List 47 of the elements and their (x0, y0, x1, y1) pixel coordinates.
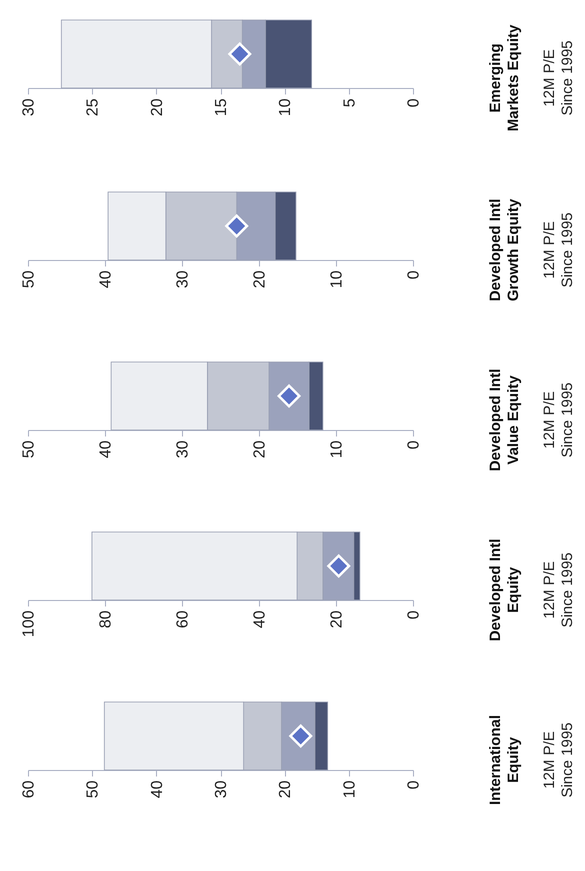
x-tick-label: 40 (98, 440, 114, 458)
x-tick-label: 10 (328, 270, 346, 288)
x-tick-label: 20 (252, 270, 268, 288)
text: Since 1995 (559, 382, 576, 458)
x-tick-label: 25 (84, 98, 102, 116)
text: Since 1995 (559, 212, 576, 288)
x-tick-label: 60 (20, 780, 38, 798)
x-tick-label: 100 (20, 610, 38, 638)
x-tick-label: 60 (174, 610, 192, 628)
x-tick-label: 0 (406, 440, 422, 450)
text: 12M P/E (541, 731, 558, 789)
x-tick-label: 0 (406, 270, 422, 280)
text: 12M P/E (541, 391, 558, 449)
y-tick-label: Developed Intl Value Equity (487, 368, 522, 472)
y-tick-label: Developed Intl Equity (487, 538, 522, 642)
x-tick-label: 5 (341, 98, 358, 108)
text: 12M P/E (541, 49, 558, 107)
x-tick-label: 10 (328, 440, 346, 458)
y-tick-label: Developed Intl Growth Equity (487, 198, 522, 302)
x-tick-label: 50 (20, 440, 38, 458)
text: 12M P/E (541, 561, 558, 619)
x-tick-label: 80 (98, 610, 114, 628)
x-tick-label: 30 (174, 440, 192, 458)
y-tick-label: Emerging Markets Equity (487, 24, 522, 132)
x-tick-label: 40 (98, 270, 114, 288)
x-tick-label: 30 (174, 270, 192, 288)
x-tick-label: 50 (84, 780, 102, 798)
x-tick-label: 20 (277, 780, 294, 798)
x-tick-label: 20 (252, 440, 268, 458)
x-tick-label: 15 (213, 98, 230, 116)
x-tick-label: 20 (328, 610, 346, 628)
x-tick-label: 10 (277, 98, 294, 116)
y-tick-label: International Equity (487, 714, 522, 806)
x-tick-label: 30 (20, 98, 38, 116)
x-tick-label: 50 (20, 270, 38, 288)
x-tick-label: 40 (252, 610, 268, 628)
x-tick-label: 30 (213, 780, 230, 798)
text: Since 1995 (559, 722, 576, 798)
text: Since 1995 (559, 40, 576, 116)
x-tick-label: 0 (406, 610, 422, 620)
x-tick-label: 0 (406, 98, 422, 108)
text: 12M P/E (541, 221, 558, 279)
x-tick-label: 0 (406, 780, 422, 790)
x-tick-label: 20 (148, 98, 166, 116)
x-tick-label: 40 (148, 780, 166, 798)
text: Since 1995 (559, 552, 576, 628)
x-tick-label: 10 (341, 780, 358, 798)
